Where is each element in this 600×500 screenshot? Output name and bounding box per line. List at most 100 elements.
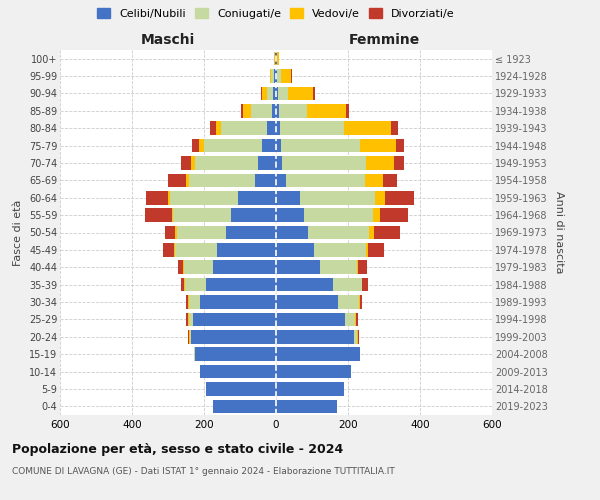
Bar — [383, 174, 397, 187]
Bar — [276, 278, 333, 291]
Bar — [177, 226, 226, 239]
Bar — [385, 191, 414, 204]
Bar — [192, 139, 199, 152]
Bar — [276, 365, 351, 378]
Bar — [213, 260, 276, 274]
Bar — [213, 400, 276, 413]
Bar — [338, 295, 359, 309]
Bar — [369, 226, 374, 239]
Bar — [313, 86, 314, 100]
Bar — [195, 348, 276, 361]
Bar — [200, 365, 276, 378]
Bar — [276, 295, 338, 309]
Bar — [355, 330, 358, 344]
Bar — [359, 139, 396, 152]
Bar — [276, 191, 301, 204]
Bar — [185, 278, 206, 291]
Bar — [276, 208, 304, 222]
Bar — [396, 139, 404, 152]
Bar — [307, 104, 346, 118]
Bar — [277, 70, 281, 83]
Bar — [206, 382, 276, 396]
Bar — [195, 156, 258, 170]
Bar — [181, 156, 191, 170]
Bar — [184, 278, 185, 291]
Bar — [355, 312, 356, 326]
Bar — [358, 260, 367, 274]
Bar — [276, 52, 277, 66]
Y-axis label: Anni di nascita: Anni di nascita — [554, 191, 565, 274]
Text: Femmine: Femmine — [349, 32, 419, 46]
Bar — [187, 295, 188, 309]
Bar — [188, 312, 189, 326]
Bar — [178, 260, 183, 274]
Bar — [251, 104, 272, 118]
Bar — [276, 243, 314, 256]
Bar — [362, 278, 368, 291]
Bar — [280, 122, 344, 135]
Bar — [275, 52, 276, 66]
Bar — [215, 122, 221, 135]
Bar — [344, 122, 391, 135]
Bar — [266, 86, 273, 100]
Bar — [291, 70, 292, 83]
Bar — [277, 52, 279, 66]
Bar — [181, 278, 184, 291]
Bar — [261, 86, 262, 100]
Bar — [320, 260, 356, 274]
Bar — [276, 400, 337, 413]
Bar — [333, 278, 362, 291]
Bar — [241, 104, 243, 118]
Bar — [276, 330, 355, 344]
Bar — [356, 260, 358, 274]
Bar — [345, 312, 355, 326]
Bar — [175, 243, 217, 256]
Bar — [184, 260, 213, 274]
Text: Popolazione per età, sesso e stato civile - 2024: Popolazione per età, sesso e stato civil… — [12, 442, 343, 456]
Bar — [172, 208, 173, 222]
Bar — [170, 191, 238, 204]
Bar — [274, 70, 276, 83]
Y-axis label: Fasce di età: Fasce di età — [13, 200, 23, 266]
Bar — [279, 104, 307, 118]
Bar — [301, 191, 376, 204]
Bar — [304, 208, 373, 222]
Bar — [272, 104, 276, 118]
Bar — [189, 312, 193, 326]
Bar — [366, 156, 394, 170]
Bar — [308, 226, 369, 239]
Bar — [267, 122, 276, 135]
Bar — [288, 86, 313, 100]
Bar — [211, 122, 215, 135]
Bar — [238, 191, 276, 204]
Bar — [191, 156, 195, 170]
Bar — [165, 226, 175, 239]
Bar — [271, 70, 274, 83]
Bar — [276, 70, 277, 83]
Bar — [221, 122, 267, 135]
Bar — [199, 139, 204, 152]
Bar — [188, 330, 189, 344]
Bar — [188, 295, 189, 309]
Bar — [217, 243, 276, 256]
Bar — [188, 174, 255, 187]
Bar — [190, 330, 191, 344]
Bar — [276, 139, 281, 152]
Bar — [283, 156, 366, 170]
Text: Maschi: Maschi — [141, 32, 195, 46]
Bar — [276, 382, 344, 396]
Bar — [374, 226, 400, 239]
Bar — [276, 104, 279, 118]
Bar — [262, 86, 266, 100]
Bar — [258, 156, 276, 170]
Text: COMUNE DI LAVAGNA (GE) - Dati ISTAT 1° gennaio 2024 - Elaborazione TUTTITALIA.IT: COMUNE DI LAVAGNA (GE) - Dati ISTAT 1° g… — [12, 468, 395, 476]
Bar — [276, 156, 283, 170]
Bar — [185, 174, 188, 187]
Bar — [276, 122, 280, 135]
Bar — [200, 295, 276, 309]
Bar — [269, 70, 271, 83]
Bar — [173, 208, 231, 222]
Bar — [276, 312, 345, 326]
Bar — [189, 295, 200, 309]
Bar — [391, 122, 398, 135]
